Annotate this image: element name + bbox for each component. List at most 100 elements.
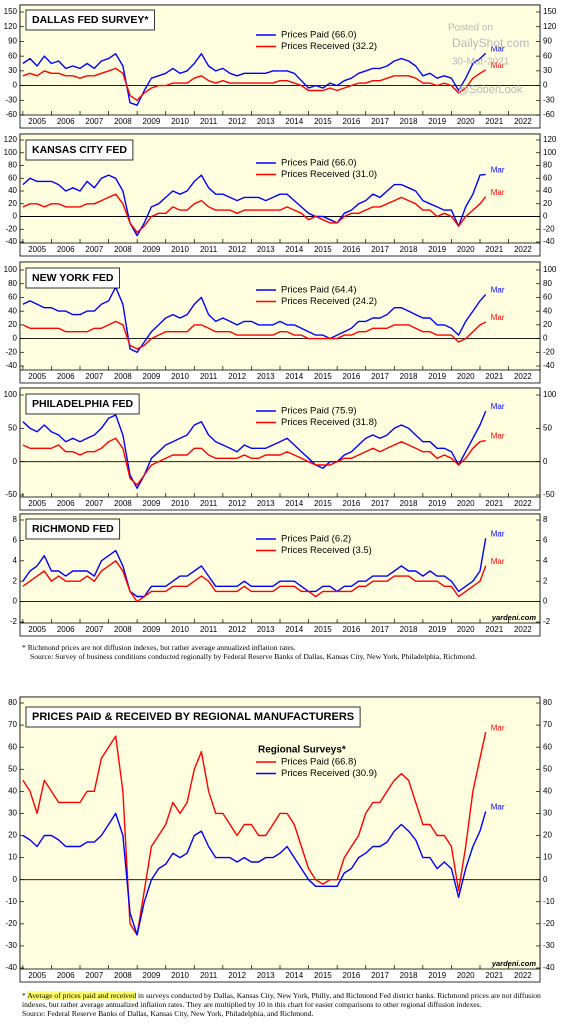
x-tick-label: 2015: [314, 625, 332, 634]
x-tick-label: 2014: [285, 117, 303, 126]
x-tick-label: 2015: [314, 372, 332, 381]
x-tick-label: 2016: [343, 245, 361, 254]
x-tick-label: 2016: [343, 625, 361, 634]
y-tick-label: 4: [13, 556, 18, 565]
y-tick-label: -2: [10, 617, 18, 626]
x-tick-label: 2013: [257, 372, 275, 381]
x-tick-label: 2010: [171, 971, 189, 980]
x-tick-label: 2020: [457, 499, 475, 508]
y2-tick-label: -60: [543, 110, 555, 119]
y-tick-label: 0: [13, 457, 18, 466]
note-star: *: [22, 991, 26, 1000]
x-tick-label: 2005: [28, 971, 46, 980]
end-label: Mar: [491, 286, 505, 295]
x-tick-label: 2007: [85, 499, 103, 508]
x-tick-label: 2019: [428, 625, 446, 634]
x-tick-label: 2018: [400, 245, 418, 254]
y2-tick-label: 20: [543, 831, 552, 840]
y2-tick-label: -20: [543, 347, 555, 356]
x-tick-label: 2010: [171, 625, 189, 634]
legend-label: Prices Paid (64.4): [281, 285, 357, 296]
x-tick-label: 2009: [143, 625, 161, 634]
chart-title: DALLAS FED SURVEY*: [32, 14, 149, 26]
end-label: Mar: [491, 313, 505, 322]
x-tick-label: 2020: [457, 372, 475, 381]
legend-label: Prices Paid (66.0): [281, 158, 357, 169]
y2-tick-label: 30: [543, 809, 552, 818]
x-tick-label: 2005: [28, 372, 46, 381]
y-tick-label: 20: [8, 831, 17, 840]
y-tick-label: 40: [8, 306, 17, 315]
y-tick-label: 150: [4, 7, 18, 16]
end-label: Mar: [491, 432, 505, 441]
y-tick-label: 50: [8, 423, 17, 432]
y2-tick-label: -10: [543, 897, 555, 906]
y-tick-label: 0: [13, 81, 18, 90]
legend-label: Prices Paid (66.8): [281, 757, 357, 768]
y-tick-label: 120: [4, 135, 18, 144]
y2-tick-label: -20: [543, 224, 555, 233]
note-source: Source: Survey of business conditions co…: [30, 652, 477, 661]
y2-tick-label: 30: [543, 66, 552, 75]
x-tick-label: 2008: [114, 971, 132, 980]
x-tick-label: 2021: [485, 372, 503, 381]
x-tick-label: 2012: [228, 117, 246, 126]
y-tick-label: 100: [4, 148, 18, 157]
y-tick-label: 120: [4, 22, 18, 31]
x-tick-label: 2018: [400, 372, 418, 381]
y2-tick-label: 80: [543, 161, 552, 170]
y2-tick-label: 0: [543, 875, 548, 884]
y-tick-label: 60: [8, 742, 17, 751]
y2-tick-label: 0: [543, 334, 548, 343]
x-tick-label: 2006: [57, 625, 75, 634]
x-tick-label: 2005: [28, 245, 46, 254]
x-tick-label: 2011: [200, 971, 218, 980]
note-highlight: Average of prices paid and received: [27, 991, 137, 1000]
watermark: @SoberLook: [458, 84, 523, 96]
legend-label: Prices Paid (75.9): [281, 406, 357, 417]
x-tick-label: 2014: [285, 625, 303, 634]
x-tick-label: 2020: [457, 971, 475, 980]
x-tick-label: 2015: [314, 245, 332, 254]
x-tick-label: 2008: [114, 245, 132, 254]
end-label: Mar: [491, 557, 505, 566]
series-line: [22, 67, 487, 101]
x-tick-label: 2008: [114, 625, 132, 634]
title-box: [25, 393, 140, 415]
end-label: Mar: [491, 166, 505, 175]
x-tick-label: 2022: [514, 372, 532, 381]
x-tick-label: 2012: [228, 499, 246, 508]
legend-label: Prices Paid (6.2): [281, 534, 351, 545]
y-tick-label: 100: [4, 265, 18, 274]
x-tick-label: 2009: [143, 499, 161, 508]
x-tick-label: 2008: [114, 372, 132, 381]
x-tick-label: 2017: [371, 499, 389, 508]
x-tick-label: 2009: [143, 372, 161, 381]
y-tick-label: 0: [13, 597, 18, 606]
end-label: Mar: [491, 44, 505, 53]
y2-tick-label: 0: [543, 81, 548, 90]
note-source: Source: Federal Reserve Banks of Dallas,…: [22, 1009, 314, 1018]
y2-tick-label: 120: [543, 22, 557, 31]
y-tick-label: 100: [4, 390, 18, 399]
x-tick-label: 2019: [428, 245, 446, 254]
title-box: [25, 267, 120, 289]
series-line: [22, 286, 487, 353]
end-label: Mar: [491, 188, 505, 197]
y-tick-label: 20: [8, 199, 17, 208]
x-tick-label: 2007: [85, 117, 103, 126]
y2-tick-label: -30: [543, 95, 555, 104]
x-tick-label: 2016: [343, 971, 361, 980]
y2-tick-label: 20: [543, 320, 552, 329]
x-tick-label: 2007: [85, 971, 103, 980]
y2-tick-label: 50: [543, 423, 552, 432]
title-box: [25, 9, 155, 31]
x-tick-label: 2011: [200, 499, 218, 508]
y-tick-label: -40: [5, 963, 17, 972]
x-tick-label: 2022: [514, 245, 532, 254]
y2-tick-label: 40: [543, 786, 552, 795]
x-tick-label: 2014: [285, 499, 303, 508]
x-tick-label: 2014: [285, 245, 303, 254]
legend-label: Prices Received (3.5): [281, 545, 372, 556]
x-tick-label: 2015: [314, 117, 332, 126]
